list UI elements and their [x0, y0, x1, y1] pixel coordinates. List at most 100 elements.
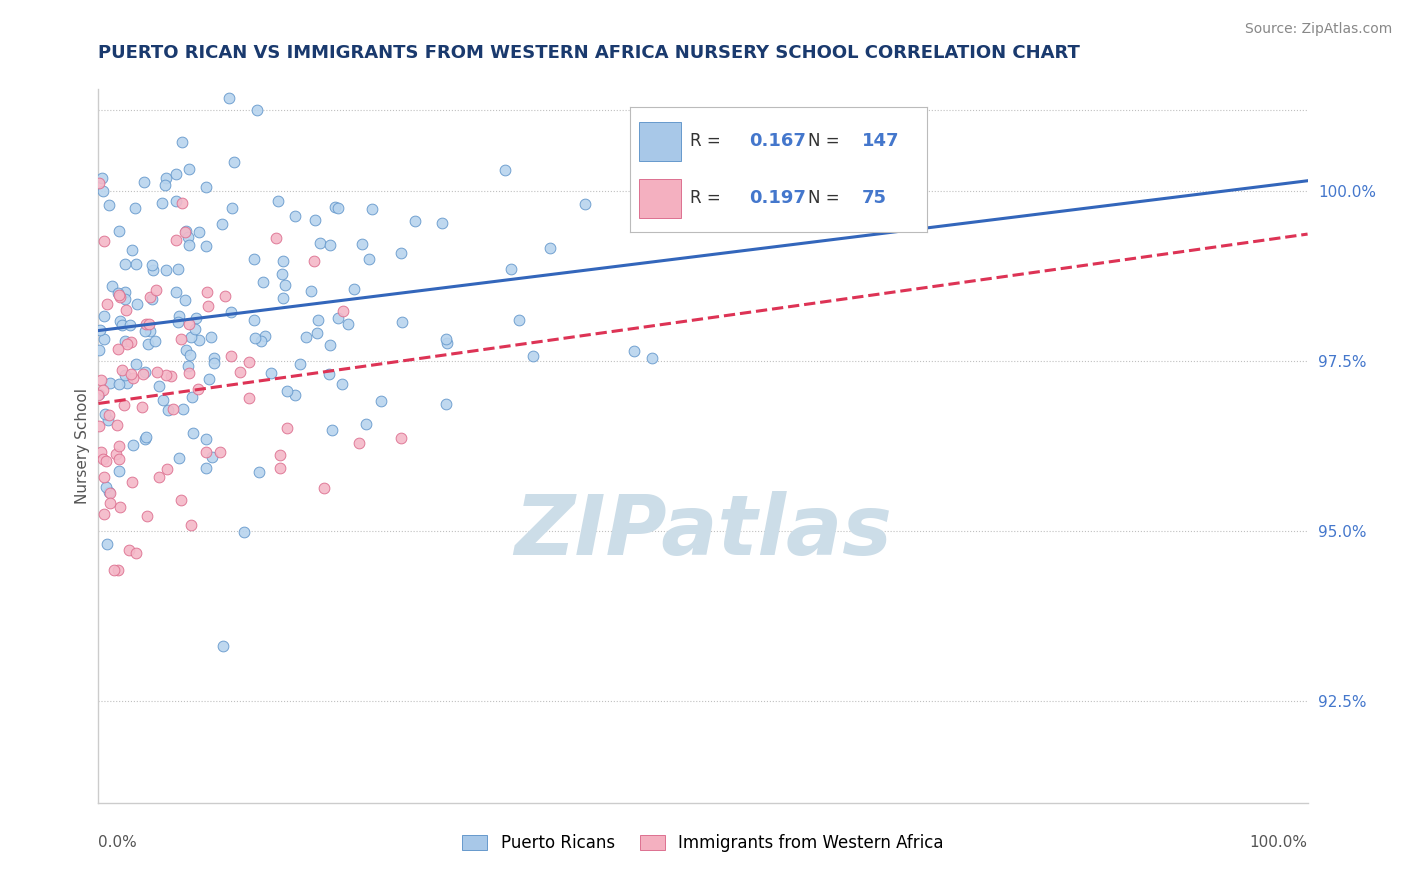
- Point: [243, 252, 266, 266]
- Point: [108, 314, 131, 328]
- Point: [150, 195, 173, 210]
- Point: [304, 253, 326, 268]
- Point: [131, 400, 153, 414]
- Point: [114, 285, 136, 300]
- Point: [254, 328, 277, 343]
- Point: [97, 413, 120, 427]
- Point: [98, 376, 121, 391]
- Point: [247, 466, 270, 480]
- Point: [94, 454, 117, 468]
- Point: [430, 216, 453, 230]
- Point: [177, 318, 200, 332]
- Point: [134, 324, 156, 338]
- Text: PUERTO RICAN VS IMMIGRANTS FROM WESTERN AFRICA NURSERY SCHOOL CORRELATION CHART: PUERTO RICAN VS IMMIGRANTS FROM WESTERN …: [98, 45, 1080, 62]
- Point: [101, 279, 124, 293]
- Point: [343, 282, 366, 296]
- Point: [181, 425, 204, 440]
- Point: [494, 162, 516, 177]
- Y-axis label: Nursery School: Nursery School: [75, 388, 90, 504]
- Point: [121, 244, 143, 258]
- Point: [173, 225, 195, 239]
- Point: [246, 103, 269, 117]
- Point: [134, 432, 156, 446]
- Point: [165, 233, 187, 247]
- Point: [93, 309, 115, 323]
- Point: [170, 332, 193, 346]
- Point: [305, 326, 328, 341]
- Point: [167, 262, 190, 277]
- Point: [264, 231, 287, 245]
- Point: [93, 332, 115, 346]
- Point: [107, 343, 129, 357]
- Point: [165, 168, 187, 182]
- Point: [96, 297, 118, 311]
- Point: [269, 461, 291, 475]
- Point: [96, 536, 118, 550]
- Point: [143, 334, 166, 348]
- Point: [194, 445, 217, 459]
- Point: [218, 90, 240, 104]
- Point: [108, 464, 131, 478]
- Point: [267, 194, 290, 208]
- Point: [202, 351, 225, 365]
- Point: [404, 214, 426, 228]
- Point: [389, 245, 412, 260]
- Point: [332, 304, 354, 318]
- Point: [108, 288, 131, 302]
- Point: [276, 384, 298, 398]
- Point: [156, 403, 179, 417]
- Point: [274, 277, 297, 292]
- Point: [276, 421, 298, 435]
- Point: [475, 19, 498, 33]
- Point: [114, 292, 136, 306]
- Point: [269, 448, 291, 462]
- Point: [96, 480, 118, 494]
- Point: [271, 254, 294, 268]
- Point: [108, 224, 131, 238]
- Point: [359, 252, 381, 267]
- Point: [135, 317, 157, 331]
- Point: [200, 450, 222, 464]
- Point: [111, 363, 134, 377]
- Point: [142, 263, 165, 277]
- Point: [188, 225, 211, 239]
- Point: [107, 285, 129, 300]
- Point: [187, 382, 209, 396]
- Point: [139, 290, 162, 304]
- Point: [211, 639, 233, 653]
- Point: [91, 452, 114, 467]
- Point: [352, 237, 374, 252]
- Point: [115, 337, 138, 351]
- Point: [188, 334, 211, 348]
- Point: [177, 230, 200, 244]
- Point: [323, 200, 346, 214]
- Point: [271, 291, 294, 305]
- Point: [87, 177, 110, 191]
- Point: [169, 309, 191, 323]
- Point: [105, 417, 128, 432]
- Point: [114, 368, 136, 383]
- Point: [166, 315, 188, 329]
- Point: [155, 368, 177, 382]
- Point: [283, 388, 305, 402]
- Point: [319, 238, 342, 252]
- Point: [93, 234, 115, 248]
- Point: [243, 331, 266, 345]
- Point: [330, 376, 353, 391]
- Point: [172, 135, 194, 149]
- Point: [436, 397, 458, 411]
- Point: [389, 431, 412, 445]
- Point: [155, 170, 177, 185]
- Point: [260, 366, 283, 380]
- Point: [326, 310, 349, 325]
- Point: [318, 367, 340, 381]
- Point: [181, 391, 204, 405]
- Point: [148, 470, 170, 484]
- Point: [307, 312, 329, 326]
- Point: [94, 407, 117, 421]
- Point: [208, 445, 231, 459]
- Point: [132, 367, 155, 381]
- Point: [121, 475, 143, 490]
- Point: [174, 343, 197, 358]
- Point: [238, 391, 260, 405]
